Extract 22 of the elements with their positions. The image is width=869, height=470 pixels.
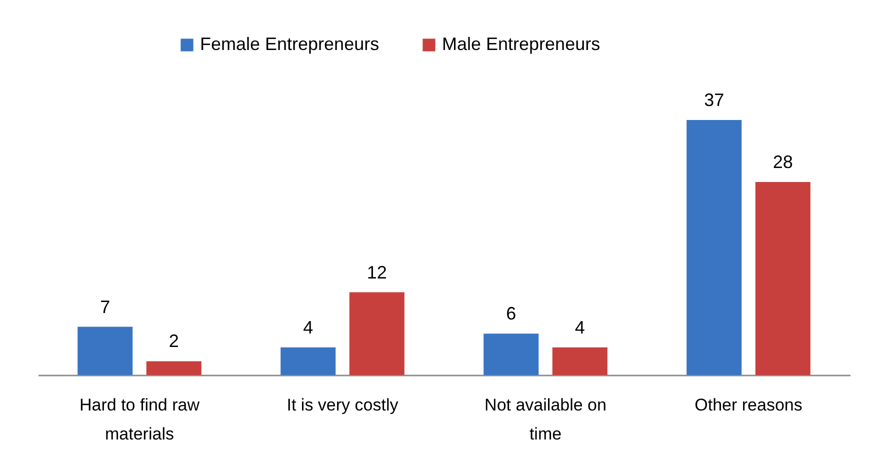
bar <box>78 326 133 375</box>
x-tick-label: Not available on time <box>484 396 606 444</box>
data-label: 7 <box>100 296 110 317</box>
bar <box>349 292 404 375</box>
bar <box>146 361 202 375</box>
x-tick-label: It is very costly <box>286 396 399 414</box>
data-label: 6 <box>506 304 516 324</box>
bar <box>484 334 539 375</box>
bar <box>686 120 742 375</box>
x-tick-label: Hard to find raw materials <box>80 396 200 444</box>
data-label: 37 <box>704 90 724 110</box>
bar <box>755 182 810 375</box>
data-label: 28 <box>772 152 793 172</box>
x-tick-label: Other reasons <box>694 396 802 414</box>
legend-label: Male Entrepreneurs <box>442 34 600 54</box>
data-label: 2 <box>168 331 179 352</box>
data-label: 12 <box>366 262 387 282</box>
data-label: 4 <box>303 317 314 338</box>
data-label: 4 <box>574 317 585 338</box>
bar <box>280 347 336 375</box>
bar <box>552 347 608 375</box>
legend-label: Female Entrepreneurs <box>200 34 380 54</box>
